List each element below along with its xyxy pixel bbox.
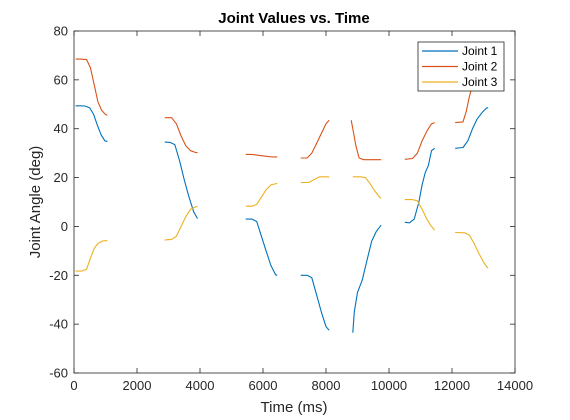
x-tick-label: 8000 [312,378,341,393]
y-tick-label: 40 [54,121,68,136]
x-axis-title: Time (ms) [261,399,328,416]
y-tick-label: 60 [54,72,68,87]
legend-label: Joint 1 [462,44,498,58]
y-tick-label: 20 [54,170,68,185]
x-tick-label: 2000 [123,378,152,393]
chart-title: Joint Values vs. Time [218,10,369,27]
x-tick-label: 10000 [371,378,407,393]
y-tick-label: 0 [61,219,68,234]
y-tick-label: -40 [49,317,68,332]
x-tick-label: 0 [70,378,77,393]
legend-label: Joint 2 [462,60,498,74]
y-axis-title: Joint Angle (deg) [27,146,44,259]
x-tick-label: 4000 [186,378,215,393]
x-tick-label: 12000 [434,378,470,393]
x-tick-label: 6000 [249,378,278,393]
y-tick-label: -60 [49,366,68,381]
legend-label: Joint 3 [462,75,498,89]
y-tick-label: -20 [49,268,68,283]
y-tick-label: 80 [54,24,68,39]
x-tick-label: 14000 [497,378,533,393]
